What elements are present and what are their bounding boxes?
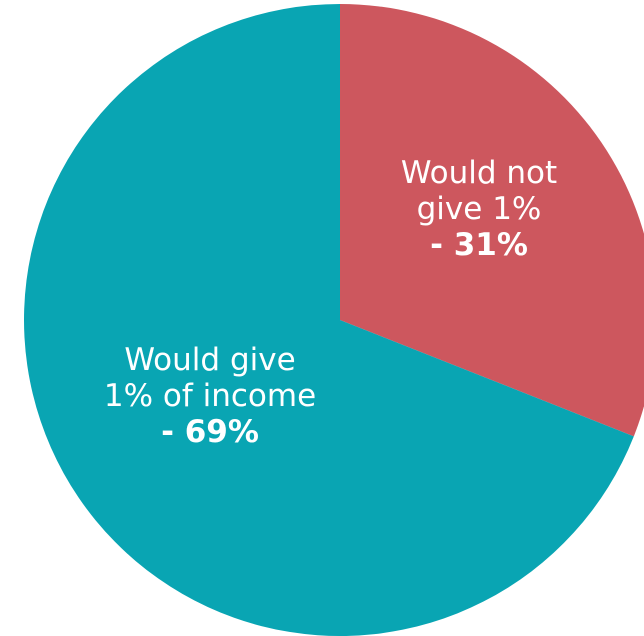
pie-slice-1 (24, 4, 634, 636)
pie-slice-0 (340, 4, 644, 437)
pie-labels: Would not give 1% - 31% Would give 1% of inc… (104, 155, 557, 450)
slice-percent-1: - 69% (161, 414, 259, 450)
pie-slices (24, 4, 644, 636)
slice-percent-0: - 31% (430, 227, 528, 263)
slice-label-line-1-0: Would give (124, 342, 295, 378)
slice-label-0: Would not give 1% - 31% (401, 155, 557, 263)
slice-label-1: Would give 1% of income - 69% (104, 342, 316, 450)
slice-label-line-0-1: give 1% (417, 191, 542, 227)
slice-label-line-0-0: Would not (401, 155, 557, 191)
slice-label-line-1-1: 1% of income (104, 378, 316, 414)
